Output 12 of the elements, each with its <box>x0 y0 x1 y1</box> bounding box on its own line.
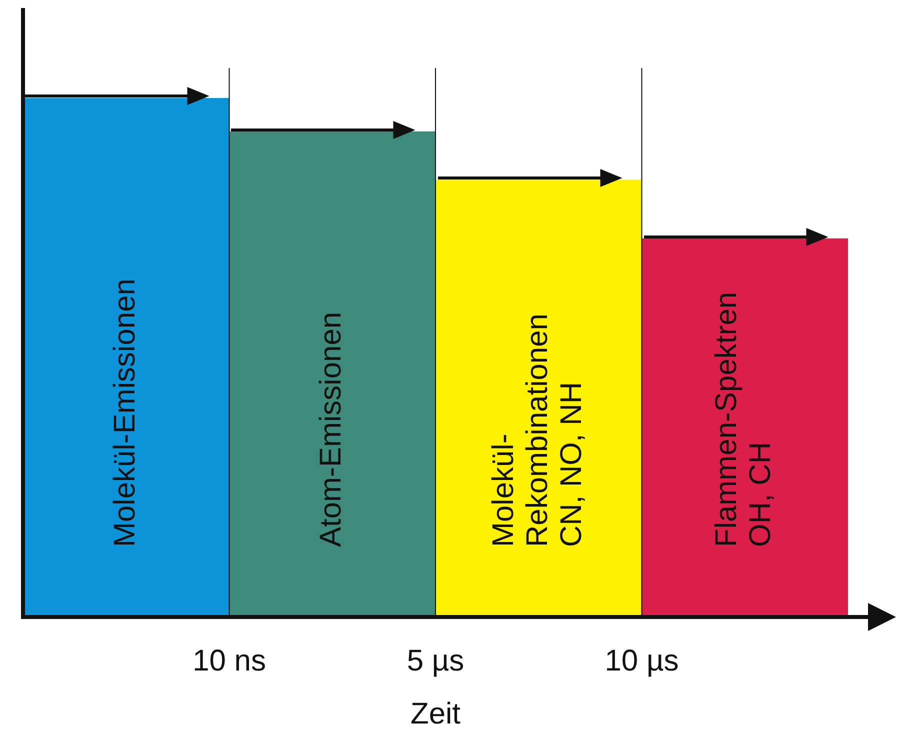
x-tick-label: Flammen-Spektren OH, CH <box>710 292 778 547</box>
x-axis-title: Zeit <box>410 697 462 730</box>
x-tick-label: Atom-Emissionen <box>314 312 348 547</box>
bar <box>228 131 436 617</box>
text: 10 µs <box>604 644 679 678</box>
x-tick-label: Molekül- Rekombinationen CN, NO, NH <box>486 314 588 547</box>
x-tick-label: Molekül-Emissionen <box>108 278 142 547</box>
text: 5 µs <box>406 644 464 678</box>
text: 10 ns <box>192 644 266 678</box>
bar <box>435 180 642 617</box>
bar <box>23 98 230 617</box>
bar <box>641 238 848 617</box>
